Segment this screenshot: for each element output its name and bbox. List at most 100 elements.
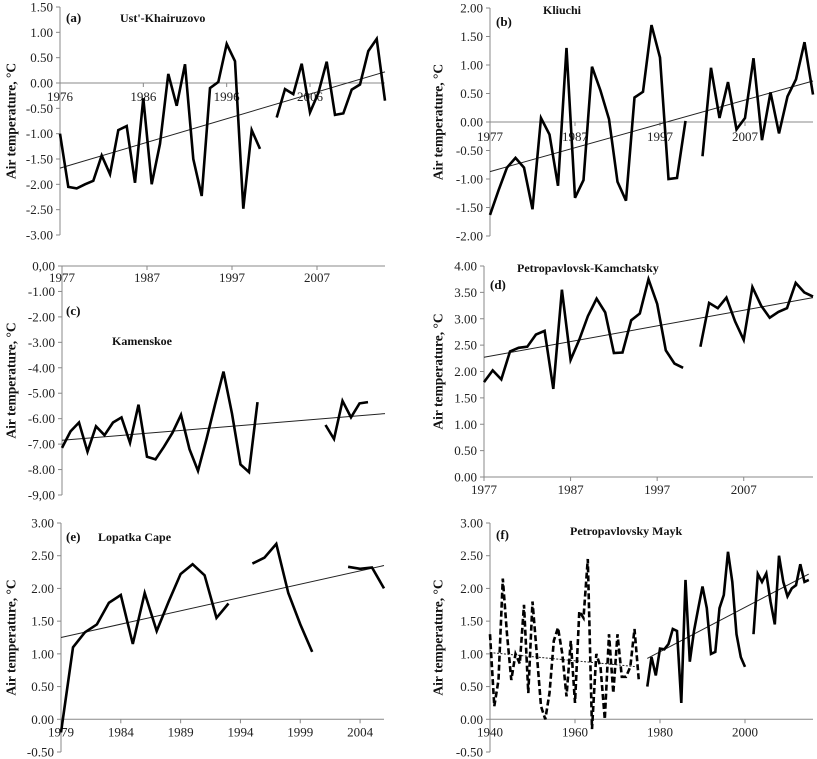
y-tick-label: 2.00: [460, 581, 483, 596]
y-tick-label: 0.50: [460, 86, 483, 101]
x-tick-label: 1960: [562, 724, 588, 739]
x-tick-label: 1986: [130, 89, 157, 104]
panel-f: 3.00 2.50 2.00 1.50 1.00 0.50 0.00 -0.50 1940 196…: [431, 516, 813, 759]
y-tick-label: 2.50: [460, 548, 483, 563]
y-tick-label: -0.50: [27, 745, 54, 759]
y-tick-label: 0.00: [454, 470, 477, 485]
y-tick-label: -6.00: [28, 411, 55, 426]
x-tick-label: 1987: [562, 129, 589, 144]
x-tick-label: 1994: [227, 724, 254, 739]
series-line-solid: [752, 555, 810, 635]
y-tick-label: 0.00: [31, 712, 54, 727]
x-tick-label: 2007: [304, 270, 331, 285]
y-tick-label: 0,00: [32, 259, 55, 274]
series-line-solid: [488, 24, 687, 216]
x-tick-label: 1977: [471, 482, 498, 497]
y-tick-label: -0.50: [26, 101, 53, 116]
x-tick-label: 1984: [108, 724, 135, 739]
y-tick-label: -3.00: [28, 335, 55, 350]
y-tick-label: 1.00: [460, 58, 483, 73]
y-tick-label: -1.00: [456, 172, 483, 187]
y-tick-label: -7.00: [28, 437, 55, 452]
y-axis-label: Air temperature, °C: [4, 322, 19, 438]
x-tick-label: 1996: [214, 89, 241, 104]
trend-line: [483, 297, 814, 358]
y-tick-label: 1.50: [460, 29, 483, 44]
series-line-solid: [646, 551, 747, 703]
y-tick-label: 0.50: [31, 679, 54, 694]
y-tick-label: 3.00: [454, 311, 477, 326]
x-tick-label: 1977: [477, 129, 504, 144]
y-tick-label: 1.00: [31, 646, 54, 661]
y-tick-label: -2.50: [26, 202, 53, 217]
y-tick-label: 3.00: [460, 516, 483, 531]
y-tick-label: -0.50: [456, 143, 483, 158]
panel-label: (b): [496, 14, 512, 29]
series-line-solid: [60, 371, 259, 475]
y-tick-label: 0.50: [30, 50, 53, 65]
y-tick-label: 4.00: [454, 259, 477, 274]
y-tick-label: -2.00: [28, 309, 55, 324]
series-line-solid: [59, 562, 230, 733]
y-tick-label: 2.50: [454, 338, 477, 353]
x-tick-label: 1997: [647, 129, 674, 144]
trend-line: [489, 80, 814, 173]
x-tick-label: 1976: [47, 89, 74, 104]
trend-line: [61, 413, 386, 441]
x-tick-label: 2004: [347, 724, 374, 739]
y-tick-label: -9,00: [28, 488, 55, 503]
x-tick-label: 1997: [644, 482, 671, 497]
x-tick-label: 1987: [134, 270, 161, 285]
x-tick-label: 2007: [731, 482, 758, 497]
y-tick-label: 0.50: [454, 443, 477, 458]
y-axis-label: Air temperature, °C: [4, 579, 19, 695]
y-tick-label: 1.00: [454, 417, 477, 432]
x-tick-label: 1940: [477, 724, 503, 739]
y-tick-label: 2.00: [31, 581, 54, 596]
y-tick-label: -2.00: [456, 229, 483, 244]
chart-title: Lopatka Cape: [98, 530, 172, 544]
series-line-solid: [482, 274, 684, 390]
y-tick-label: 1.50: [31, 614, 54, 629]
panel-label: (e): [66, 529, 80, 544]
y-tick-label: -0.50: [456, 745, 483, 759]
y-tick-label: -1.50: [456, 200, 483, 215]
trend-line: [647, 573, 809, 659]
chart-title: Kliuchi: [543, 3, 582, 17]
series-line-solid: [275, 35, 387, 118]
y-axis-label: Air temperature, °C: [4, 63, 19, 179]
x-tick-label: 1997: [219, 270, 246, 285]
x-tick-label: 1999: [287, 724, 313, 739]
y-tick-label: 1.00: [460, 646, 483, 661]
y-tick-label: -1.00: [26, 126, 53, 141]
y-tick-label: -3.00: [26, 228, 53, 243]
y-tick-label: 2.50: [31, 548, 54, 563]
y-tick-label: -4.00: [28, 360, 55, 375]
y-tick-label: 1.00: [30, 25, 53, 40]
panel-label: (f): [496, 527, 509, 542]
trend-line: [60, 565, 385, 638]
y-axis-label: Air temperature, °C: [431, 64, 446, 180]
series-line-dashed: [488, 558, 641, 730]
series-line-solid: [324, 397, 369, 443]
y-tick-label: 3.50: [454, 285, 477, 300]
panel-label: (c): [66, 303, 80, 318]
y-axis-label: Air temperature, °C: [431, 313, 446, 429]
panel-b: 2.00 1.50 1.00 0.50 0.00 -0.50 -1.00 -1.50 -2.00…: [431, 1, 815, 244]
chart-title: Kamenskoe: [112, 334, 173, 348]
y-tick-label: -1.00: [28, 284, 55, 299]
y-tick-label: -8.00: [28, 462, 55, 477]
chart-title: Ust'-Khairuzovo: [120, 11, 205, 25]
y-tick-label: 2.00: [460, 1, 483, 16]
x-tick-label: 2000: [732, 724, 758, 739]
series-line-solid: [699, 280, 814, 347]
chart-title: Petropavlovsk-Kamchatsky: [517, 261, 659, 275]
series-line-solid: [251, 541, 314, 653]
y-tick-label: 0.00: [460, 115, 483, 130]
y-tick-label: 0.00: [460, 712, 483, 727]
panel-d: 4.00 3.50 3.00 2.50 2.00 1.50 1.00 0.50 0.001977…: [431, 259, 814, 497]
y-tick-label: 2.00: [454, 364, 477, 379]
y-tick-label: -2.00: [26, 177, 53, 192]
